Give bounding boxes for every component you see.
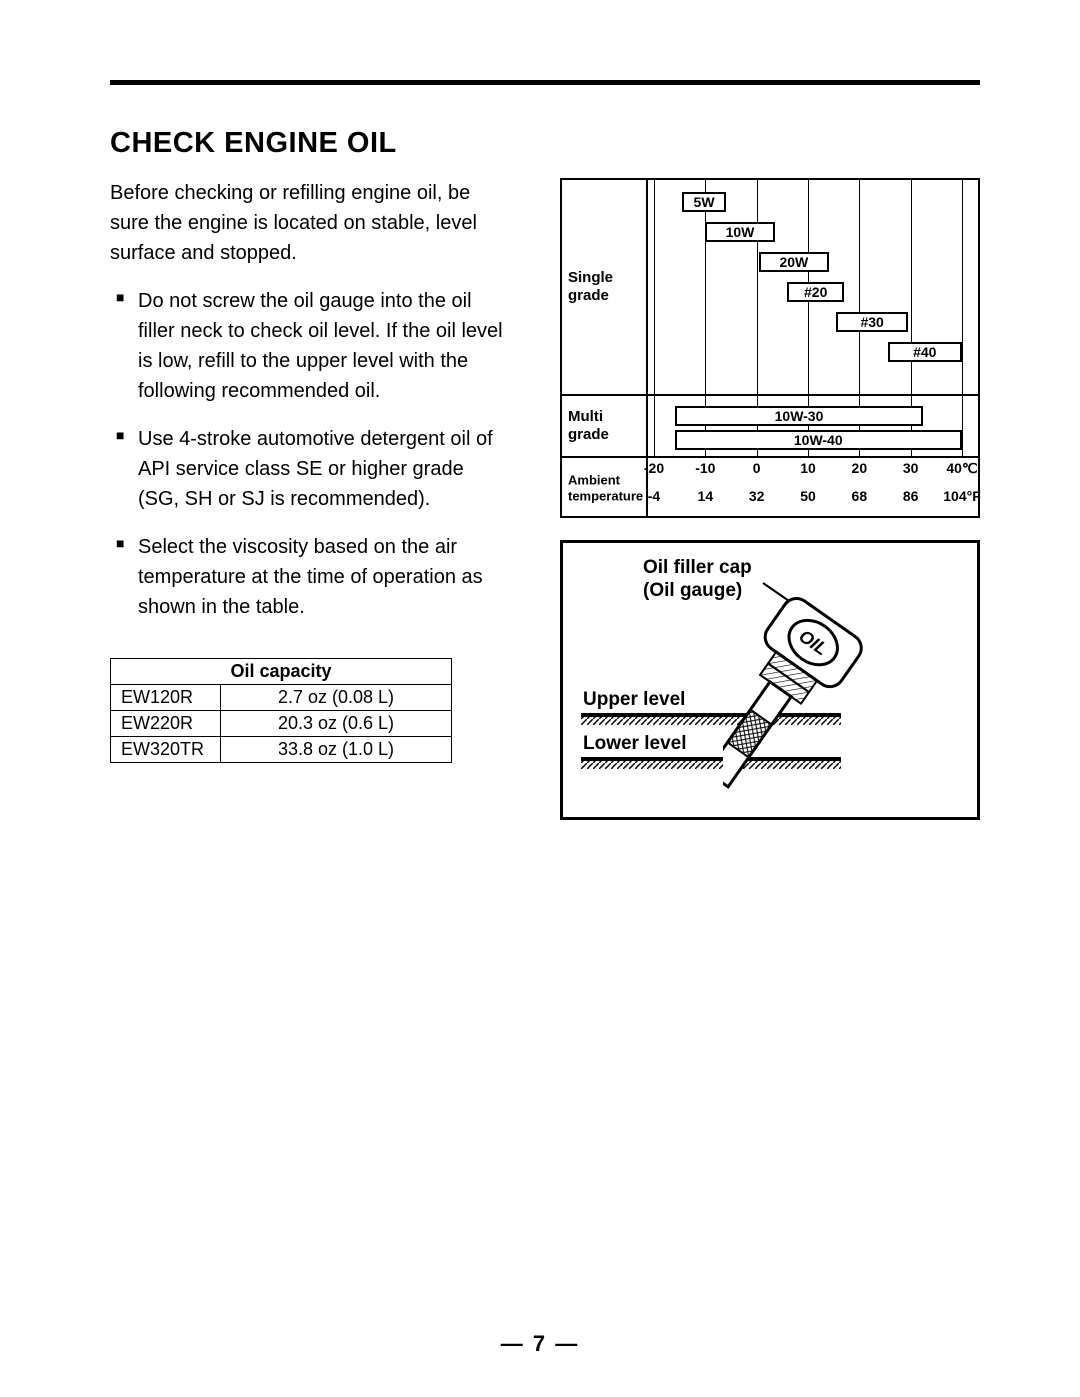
lower-level-label: Lower level [583, 733, 687, 756]
oil-capacity-table: Oil capacity EW120R 2.7 oz (0.08 L) EW22… [110, 658, 452, 763]
page-number: — 7 — [501, 1331, 579, 1357]
oil-gauge-icon: OIL [723, 573, 963, 823]
viscosity-chart: Single grade 5W 10W 20W #20 #30 #40 Multi gra… [560, 178, 980, 518]
viscosity-grade: 5W [682, 192, 726, 212]
viscosity-grade: 10W [705, 222, 774, 242]
upper-level-label: Upper level [583, 689, 685, 712]
intro-text: Before checking or refilling engine oil,… [110, 178, 510, 268]
model-cell: EW220R [111, 711, 221, 737]
viscosity-grade: #30 [836, 312, 908, 332]
oil-filler-diagram: Oil filler cap(Oil gauge) Upper level Lo… [560, 540, 980, 820]
table-row: EW220R 20.3 oz (0.6 L) [111, 711, 452, 737]
multi-grade-row: Multi grade 10W-30 10W-40 [562, 396, 978, 458]
bullet-item: Select the viscosity based on the air te… [110, 532, 510, 622]
viscosity-grade: 10W-30 [675, 406, 924, 426]
temperature-label: Ambient temperature [568, 472, 642, 503]
capacity-cell: 2.7 oz (0.08 L) [221, 685, 452, 711]
model-cell: EW320TR [111, 737, 221, 763]
single-grade-row: Single grade 5W 10W 20W #20 #30 #40 [562, 180, 978, 396]
viscosity-grade: #40 [888, 342, 962, 362]
viscosity-grade: 10W-40 [675, 430, 962, 450]
viscosity-grade: #20 [787, 282, 843, 302]
temp-f-tick: 86 [903, 488, 919, 504]
table-row: EW120R 2.7 oz (0.08 L) [111, 685, 452, 711]
capacity-cell: 20.3 oz (0.6 L) [221, 711, 452, 737]
temp-f-tick: 104°F [943, 488, 981, 504]
multi-grade-label: Multi grade [568, 408, 642, 444]
oilcap-header: Oil capacity [111, 659, 452, 685]
temp-f-tick: -4 [648, 488, 660, 504]
capacity-cell: 33.8 oz (1.0 L) [221, 737, 452, 763]
temp-f-tick: 68 [852, 488, 868, 504]
temp-c-tick: 0 [753, 460, 761, 476]
page-title: CHECK ENGINE OIL [110, 127, 980, 160]
temp-f-tick: 32 [749, 488, 765, 504]
table-row: EW320TR 33.8 oz (1.0 L) [111, 737, 452, 763]
temperature-row: Ambient temperature -20 -4 -10 14 0 32 10 50 20 6… [562, 458, 978, 518]
temp-c-tick: -10 [695, 460, 715, 476]
bullet-item: Use 4-stroke automotive detergent oil of… [110, 424, 510, 514]
temp-f-tick: 14 [698, 488, 714, 504]
single-grade-label: Single grade [568, 269, 642, 305]
temp-c-tick: 40℃ [946, 460, 977, 477]
bullet-item: Do not screw the oil gauge into the oil … [110, 286, 510, 406]
temp-f-tick: 50 [800, 488, 816, 504]
bullet-list: Do not screw the oil gauge into the oil … [110, 286, 510, 622]
viscosity-grade: 20W [759, 252, 828, 272]
model-cell: EW120R [111, 685, 221, 711]
temp-c-tick: 30 [903, 460, 919, 476]
temp-c-tick: 20 [852, 460, 868, 476]
temp-c-tick: -20 [644, 460, 664, 476]
temp-c-tick: 10 [800, 460, 816, 476]
